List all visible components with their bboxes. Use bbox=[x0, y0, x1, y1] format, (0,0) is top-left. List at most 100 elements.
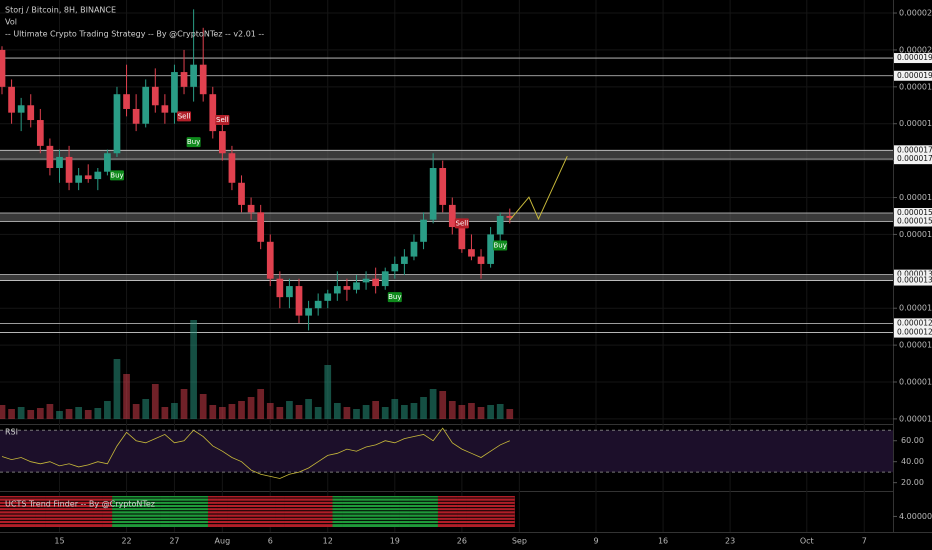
support-zone bbox=[0, 274, 893, 281]
trend-bar bbox=[380, 496, 391, 527]
volume-bar bbox=[94, 408, 102, 419]
level-label: 0.00001728 bbox=[897, 145, 932, 154]
x-tick-label: Sep bbox=[512, 537, 527, 546]
volume-bar bbox=[84, 410, 92, 419]
x-tick-label: Aug bbox=[215, 537, 231, 546]
candle-body bbox=[343, 286, 351, 290]
trend-bar bbox=[437, 496, 448, 527]
y-tick-label: 0.00002000 bbox=[899, 45, 932, 54]
candle-body bbox=[305, 308, 312, 316]
volume-bar bbox=[324, 365, 332, 419]
volume-bar bbox=[65, 409, 73, 419]
volume-bar bbox=[286, 401, 293, 419]
trend-bar bbox=[313, 496, 324, 527]
signal-box bbox=[493, 240, 508, 251]
trend-bar bbox=[428, 496, 439, 527]
volume-bar bbox=[151, 384, 159, 419]
trend-bar bbox=[322, 496, 333, 527]
candle-body bbox=[123, 94, 130, 109]
candle-body bbox=[209, 94, 217, 132]
trend-bar bbox=[121, 496, 132, 527]
trend-bar bbox=[303, 496, 314, 527]
candle-body bbox=[171, 72, 178, 113]
candle-body bbox=[314, 300, 322, 309]
volume-bar bbox=[0, 405, 6, 419]
trend-bar bbox=[409, 496, 420, 527]
candle-body bbox=[410, 241, 418, 257]
y-tick-label: 0.00002100 bbox=[899, 9, 932, 18]
candle-body bbox=[0, 49, 6, 87]
level-label: 0.00001234 bbox=[897, 328, 932, 337]
volume-bar bbox=[410, 403, 418, 419]
volume-bar bbox=[420, 397, 427, 419]
trend-bar bbox=[457, 496, 467, 527]
candle-body bbox=[276, 278, 284, 298]
y-tick-label: 0.00001600 bbox=[899, 193, 932, 202]
volume-bar bbox=[266, 403, 274, 419]
trend-bar bbox=[361, 496, 372, 527]
candle-body bbox=[36, 120, 44, 146]
x-tick-label: 27 bbox=[169, 537, 179, 546]
volume-bar bbox=[209, 405, 217, 419]
volume-bar bbox=[372, 401, 379, 419]
level-label-box bbox=[894, 70, 932, 81]
candle-body bbox=[199, 64, 207, 95]
projection-line bbox=[509, 155, 568, 221]
volume-bar bbox=[56, 411, 63, 419]
x-tick-label: 19 bbox=[390, 537, 400, 546]
volume-bar bbox=[429, 389, 437, 419]
trend-bar bbox=[294, 496, 305, 527]
signal-box bbox=[109, 170, 124, 181]
volume-bar bbox=[439, 391, 447, 419]
candle-body bbox=[151, 86, 159, 106]
trend-bar bbox=[83, 496, 94, 527]
volume-bar bbox=[228, 404, 236, 419]
trend-bar bbox=[246, 496, 257, 527]
trend-bar bbox=[485, 496, 496, 527]
volume-bar bbox=[180, 389, 188, 419]
trend-bar bbox=[64, 496, 75, 527]
candle-body bbox=[372, 278, 379, 287]
level-label: 0.00001259 bbox=[897, 318, 932, 327]
trend-bar bbox=[504, 496, 515, 527]
trend-bar bbox=[0, 496, 8, 527]
volume-bar bbox=[458, 405, 466, 419]
trend-bar bbox=[54, 496, 65, 527]
trend-bar bbox=[140, 496, 151, 527]
trend-bar bbox=[6, 496, 17, 527]
candle-body bbox=[333, 286, 341, 294]
trend-bar bbox=[131, 496, 142, 527]
candle-body bbox=[429, 168, 437, 220]
candle-body bbox=[401, 256, 408, 264]
level-label-box bbox=[894, 216, 932, 227]
candle-body bbox=[56, 156, 63, 169]
y-tick-label: 0.00001200 bbox=[899, 341, 932, 350]
volume-bar bbox=[27, 410, 35, 419]
candle-body bbox=[17, 105, 25, 113]
candle-body bbox=[132, 108, 140, 124]
signal-box bbox=[454, 218, 469, 229]
y-tick-label: 0.00001300 bbox=[899, 304, 932, 313]
support-zone bbox=[0, 150, 893, 160]
candle-body bbox=[362, 278, 370, 283]
level-label-box bbox=[894, 269, 932, 280]
x-tick-label: 9 bbox=[593, 537, 598, 546]
trend-bar bbox=[342, 496, 352, 527]
trend-bar bbox=[418, 496, 429, 527]
trend-bar bbox=[217, 496, 228, 527]
candle-body bbox=[161, 105, 169, 113]
level-label: 0.00001558 bbox=[897, 208, 932, 217]
candle-body bbox=[27, 105, 35, 121]
candle-body bbox=[286, 286, 293, 298]
candle-body bbox=[238, 182, 245, 205]
level-label: 0.00001375 bbox=[897, 276, 932, 285]
signal-label: Buy bbox=[493, 241, 506, 249]
y-tick-label: 0.00001800 bbox=[899, 119, 932, 128]
trend-bar bbox=[447, 496, 458, 527]
trend-bar bbox=[207, 496, 218, 527]
volume-bar bbox=[171, 403, 178, 419]
volume-bar bbox=[113, 359, 121, 419]
trend-bar bbox=[284, 496, 295, 527]
signal-label: Sell bbox=[178, 112, 191, 120]
trend-bar bbox=[16, 496, 27, 527]
